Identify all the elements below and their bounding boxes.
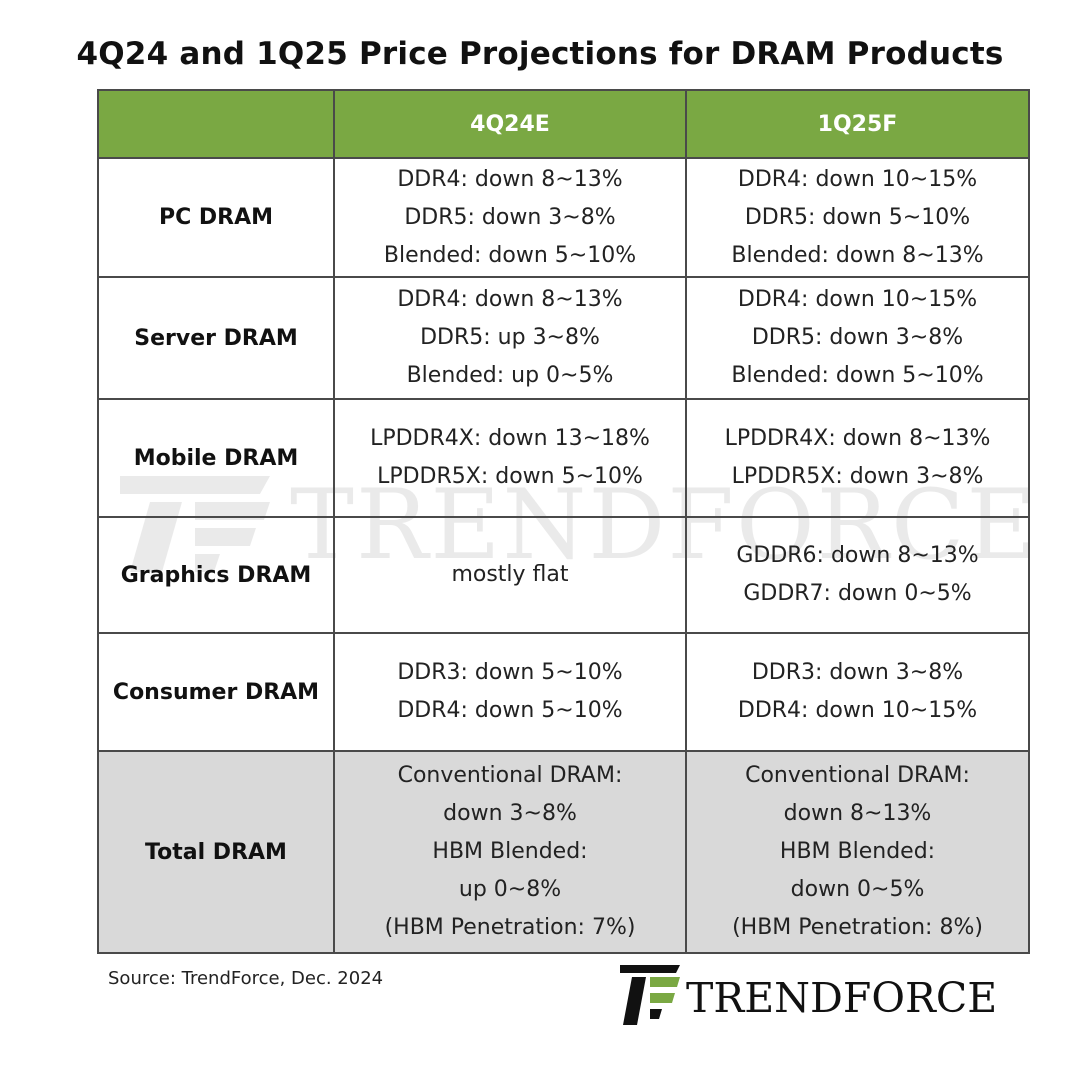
table-row: Consumer DRAM DDR3: down 5~10% DDR4: dow… bbox=[97, 632, 1030, 752]
cell-line: down 3~8% bbox=[443, 801, 577, 826]
chart-title: 4Q24 and 1Q25 Price Projections for DRAM… bbox=[76, 36, 1004, 72]
cell-line: DDR3: down 3~8% bbox=[751, 660, 964, 685]
cell-line: DDR4: down 10~15% bbox=[737, 287, 978, 312]
cell-line: DDR4: down 5~10% bbox=[397, 698, 623, 723]
trendforce-logo: TRENDFORCE bbox=[620, 965, 1020, 1027]
cell-1q25f: DDR4: down 10~15% DDR5: down 3~8% Blende… bbox=[685, 276, 1030, 400]
table-row: Total DRAM Conventional DRAM: down 3~8% … bbox=[97, 750, 1030, 954]
cell-line: down 8~13% bbox=[783, 801, 932, 826]
cell-line: DDR5: down 5~10% bbox=[744, 204, 971, 230]
cell-4q24e: DDR4: down 8~13% DDR5: down 3~8% Blended… bbox=[333, 157, 687, 278]
price-projection-table: 4Q24E 1Q25F PC DRAM DDR4: down 8~13% DDR… bbox=[97, 89, 1030, 954]
cell-line: DDR3: down 5~10% bbox=[397, 660, 623, 685]
header-4q24e: 4Q24E bbox=[333, 89, 687, 159]
row-label-consumer-dram: Consumer DRAM bbox=[97, 632, 335, 752]
cell-line: up 0~8% bbox=[458, 877, 562, 902]
cell-line: Conventional DRAM: bbox=[745, 763, 970, 788]
cell-1q25f: Conventional DRAM: down 8~13% HBM Blende… bbox=[685, 750, 1030, 954]
cell-line: LPDDR5X: down 3~8% bbox=[731, 464, 984, 489]
cell-line: Conventional DRAM: bbox=[397, 763, 623, 788]
trendforce-logo-icon bbox=[620, 965, 680, 1025]
row-label-pc-dram: PC DRAM bbox=[97, 157, 335, 278]
source-note: Source: TrendForce, Dec. 2024 bbox=[108, 968, 384, 989]
row-label-server-dram: Server DRAM bbox=[97, 276, 335, 400]
cell-line: Blended: down 5~10% bbox=[731, 363, 984, 388]
cell-line: DDR5: up 3~8% bbox=[420, 325, 600, 350]
cell-line: LPDDR4X: down 8~13% bbox=[724, 426, 991, 451]
cell-line: (HBM Penetration: 7%) bbox=[384, 915, 636, 940]
cell-line: Blended: down 5~10% bbox=[383, 242, 637, 268]
cell-line: GDDR6: down 8~13% bbox=[736, 543, 979, 568]
cell-line: DDR4: down 10~15% bbox=[737, 698, 978, 723]
table-row: Server DRAM DDR4: down 8~13% DDR5: up 3~… bbox=[97, 276, 1030, 400]
cell-line: LPDDR5X: down 5~10% bbox=[377, 464, 643, 489]
cell-line: DDR4: down 8~13% bbox=[397, 166, 623, 192]
cell-line: DDR5: down 3~8% bbox=[404, 204, 616, 230]
cell-line: Blended: down 8~13% bbox=[731, 242, 984, 268]
cell-line: HBM Blended: bbox=[779, 839, 936, 864]
header-1q25f: 1Q25F bbox=[685, 89, 1030, 159]
cell-4q24e: Conventional DRAM: down 3~8% HBM Blended… bbox=[333, 750, 687, 954]
cell-4q24e: mostly flat bbox=[333, 516, 687, 634]
cell-line: mostly flat bbox=[451, 562, 569, 587]
cell-1q25f: DDR3: down 3~8% DDR4: down 10~15% bbox=[685, 632, 1030, 752]
cell-1q25f: DDR4: down 10~15% DDR5: down 5~10% Blend… bbox=[685, 157, 1030, 278]
cell-line: Blended: up 0~5% bbox=[406, 363, 614, 388]
table-row: Mobile DRAM LPDDR4X: down 13~18% LPDDR5X… bbox=[97, 398, 1030, 518]
cell-line: HBM Blended: bbox=[432, 839, 588, 864]
row-label-total-dram: Total DRAM bbox=[97, 750, 335, 954]
cell-line: LPDDR4X: down 13~18% bbox=[370, 426, 650, 451]
cell-4q24e: DDR4: down 8~13% DDR5: up 3~8% Blended: … bbox=[333, 276, 687, 400]
cell-4q24e: DDR3: down 5~10% DDR4: down 5~10% bbox=[333, 632, 687, 752]
table-row: Graphics DRAM mostly flat GDDR6: down 8~… bbox=[97, 516, 1030, 634]
cell-line: (HBM Penetration: 8%) bbox=[732, 915, 983, 940]
table-header-row: 4Q24E 1Q25F bbox=[97, 89, 1030, 159]
cell-line: DDR4: down 10~15% bbox=[737, 166, 978, 192]
cell-1q25f: GDDR6: down 8~13% GDDR7: down 0~5% bbox=[685, 516, 1030, 634]
table-row: PC DRAM DDR4: down 8~13% DDR5: down 3~8%… bbox=[97, 157, 1030, 278]
cell-4q24e: LPDDR4X: down 13~18% LPDDR5X: down 5~10% bbox=[333, 398, 687, 518]
cell-line: GDDR7: down 0~5% bbox=[743, 581, 972, 606]
logo-wordmark: TRENDFORCE bbox=[686, 974, 998, 1022]
cell-line: down 0~5% bbox=[790, 877, 925, 902]
cell-line: DDR5: down 3~8% bbox=[751, 325, 964, 350]
header-corner-cell bbox=[97, 89, 335, 159]
row-label-graphics-dram: Graphics DRAM bbox=[97, 516, 335, 634]
cell-line: DDR4: down 8~13% bbox=[397, 287, 623, 312]
row-label-mobile-dram: Mobile DRAM bbox=[97, 398, 335, 518]
cell-1q25f: LPDDR4X: down 8~13% LPDDR5X: down 3~8% bbox=[685, 398, 1030, 518]
